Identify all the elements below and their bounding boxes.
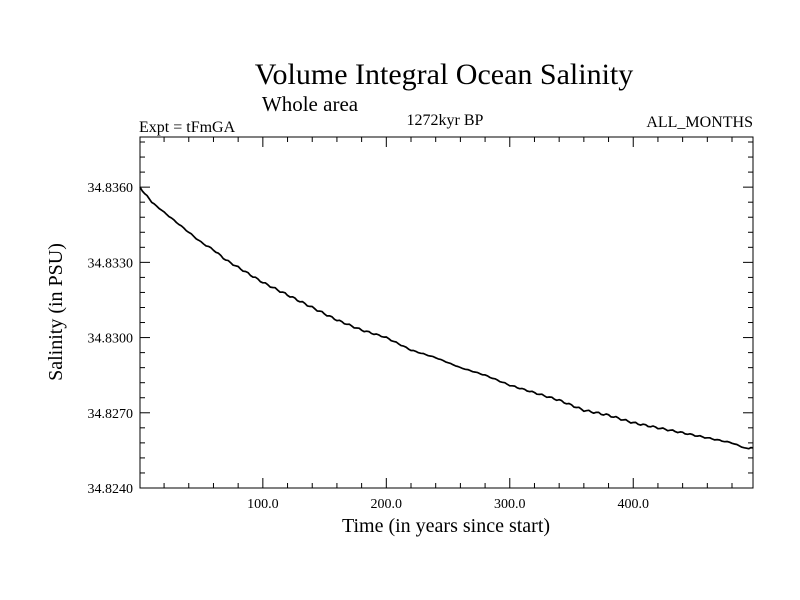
y-tick-label: 34.8330	[88, 256, 134, 271]
period-label: 1272kyr BP	[407, 112, 484, 129]
y-tick-label: 34.8270	[88, 407, 134, 422]
chart-title: Volume Integral Ocean Salinity	[255, 58, 634, 91]
months-label: ALL_MONTHS	[646, 114, 753, 131]
y-axis-label: Salinity (in PSU)	[45, 243, 67, 381]
plot-frame	[139, 136, 754, 489]
y-tick-label: 34.8300	[88, 332, 134, 347]
x-tick-label: 100.0	[247, 497, 279, 512]
x-tick-label: 400.0	[617, 497, 649, 512]
y-tick-label: 34.8360	[88, 181, 134, 196]
x-tick-label: 300.0	[494, 497, 526, 512]
x-tick-label: 200.0	[371, 497, 403, 512]
chart-subtitle: Whole area	[262, 92, 359, 116]
x-axis-label: Time (in years since start)	[342, 515, 550, 537]
y-tick-label: 34.8240	[88, 482, 134, 497]
tick-labels: 100.0 200.0 300.0 400.0 34.8240 34.8270 34.830…	[88, 181, 649, 512]
axis-ticks	[140, 137, 753, 489]
experiment-label: Expt = tFmGA	[139, 119, 236, 136]
salinity-series-line	[139, 186, 754, 450]
